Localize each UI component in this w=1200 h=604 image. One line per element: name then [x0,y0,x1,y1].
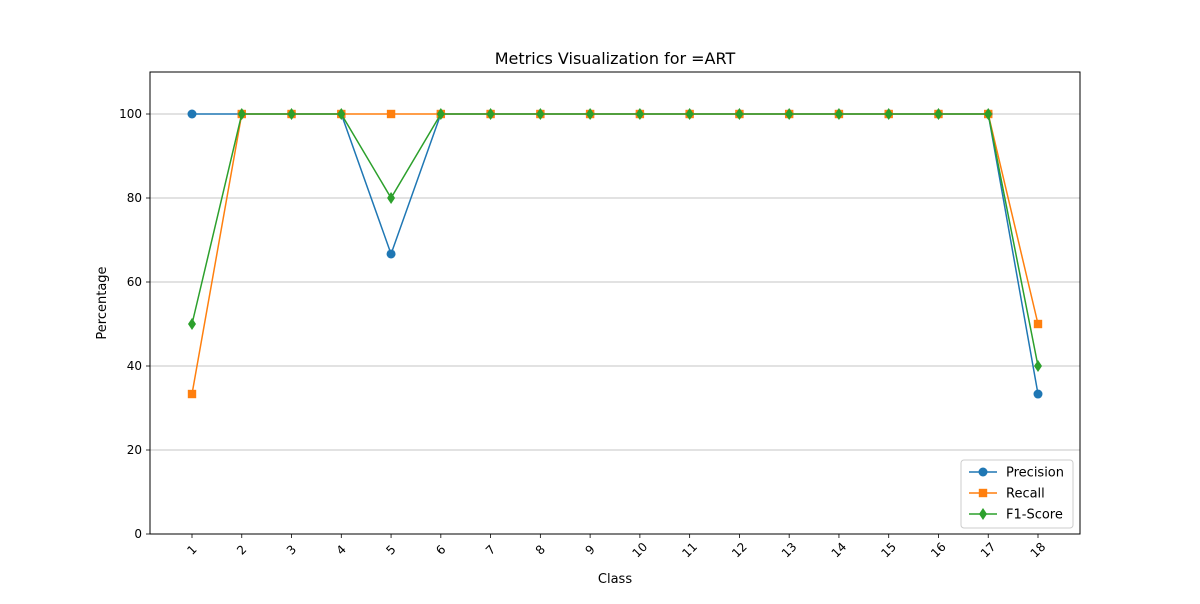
legend-marker [978,488,988,498]
precision-line [192,113,1039,395]
x-tick-label: 2 [234,542,249,557]
x-tick-label: 6 [433,542,448,557]
x-tick-label: 12 [729,540,750,561]
recall-point [386,109,396,119]
precision-point [187,109,197,119]
legend-item-f1-score: F1-Score [969,508,1063,523]
legend-box [960,459,1074,529]
recall-line [191,113,1039,395]
f1-score-point [1034,360,1042,372]
f1-score-point [685,108,694,120]
precision-series [187,109,1043,399]
f1-score-point [934,108,943,120]
x-tick-label: 5 [383,542,398,557]
y-tick-label: 80 [127,191,142,205]
f1-score-point [237,108,246,120]
x-tick-label: 8 [533,542,548,557]
x-tick-label: 15 [878,540,899,561]
y-tick-label: 0 [134,527,142,541]
y-tick-label: 20 [127,443,142,457]
x-tick-label: 3 [284,542,299,557]
f1-score-series [188,108,1042,372]
x-tick-label: 11 [679,540,700,561]
y-tick-label: 60 [127,275,142,289]
x-tick-label: 1 [184,542,199,557]
legend-label: Recall [1006,487,1045,502]
legend-marker [978,467,988,477]
y-tick-label: 100 [119,107,142,121]
precision-point [386,249,396,259]
f1-score-point [586,108,595,120]
x-tick-label: 4 [334,542,349,557]
x-tick-label: 10 [630,540,651,561]
f1-score-line [191,113,1039,367]
legend-item-precision: Precision [969,466,1064,481]
x-tick-label: 17 [978,540,999,561]
f1-score-point [486,108,495,120]
f1-score-point [337,108,346,120]
plot-frame [149,71,1081,535]
x-tick-label: 13 [779,540,800,561]
x-tick-label: 7 [483,542,498,557]
y-axis-label: Percentage [95,266,110,339]
f1-score-point [287,108,296,120]
legend-label: Precision [1006,466,1064,481]
chart-title: Metrics Visualization for =ART [495,49,736,68]
recall-series [187,109,1043,399]
f1-score-point [536,108,545,120]
recall-point [1033,319,1043,329]
x-tick-label: 18 [1028,540,1049,561]
legend-item-recall: Recall [969,487,1045,502]
grid-layer [150,113,1080,535]
precision-point [1033,389,1043,399]
y-tick-label: 40 [127,359,142,373]
f1-score-point [387,192,396,204]
f1-score-point [735,108,744,120]
f1-score-point [188,318,196,330]
recall-point [187,389,197,399]
f1-score-point [785,108,794,120]
f1-score-point [984,108,993,120]
legend-marker [979,508,987,520]
f1-score-point [635,108,644,120]
f1-score-point [436,108,445,120]
legend: Precision Recall F1-Score [960,459,1074,529]
f1-score-point [884,108,893,120]
series-layer [187,108,1043,399]
x-tick-label: 16 [928,540,949,561]
f1-score-point [834,108,843,120]
x-tick-label: 9 [582,542,597,557]
x-tick-label: 14 [829,540,850,561]
x-axis-label: Class [598,572,632,587]
legend-label: F1-Score [1006,508,1063,523]
